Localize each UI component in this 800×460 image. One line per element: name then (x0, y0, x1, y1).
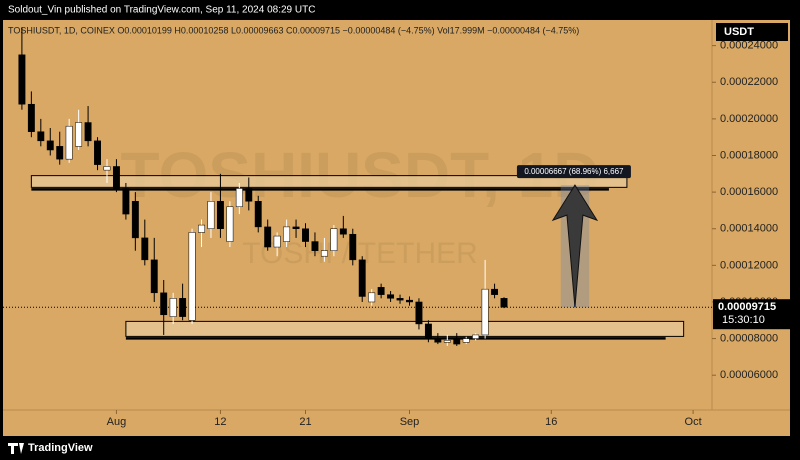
candle-body (179, 298, 187, 317)
candle-body (472, 334, 480, 339)
candle-body (150, 259, 158, 294)
candle-body (198, 224, 205, 233)
y-tick-label: 0.00016000 (720, 186, 778, 198)
y-tick-label: 0.00018000 (720, 149, 778, 161)
x-tick-label: 21 (299, 416, 311, 428)
price-tag-value: 0.00009715 (718, 301, 776, 313)
measure-label: 0.00006667 (68.96%) 6,667 (524, 167, 624, 176)
candle-body (358, 259, 366, 297)
candle-body (160, 292, 168, 316)
candle-body (188, 232, 196, 321)
currency-box (716, 23, 788, 41)
candle-body (424, 323, 432, 339)
candle-body (254, 201, 262, 228)
candle-body (302, 228, 309, 242)
brand-logo (8, 443, 24, 454)
candle-body (112, 166, 120, 189)
candle-body (207, 201, 215, 229)
candle-body (462, 338, 470, 343)
candle-body (387, 294, 395, 299)
brand: TradingView (28, 442, 93, 454)
candle-body (103, 166, 111, 171)
price-tag (713, 299, 790, 330)
candle-body (94, 140, 101, 165)
candle-body (283, 226, 291, 242)
candle-body (396, 298, 404, 301)
candle-body (84, 122, 92, 142)
candle-body (311, 241, 319, 251)
candle-body (434, 338, 442, 343)
candle-body (330, 228, 338, 251)
banner: Soldout_Vin published on TradingView.com… (8, 5, 315, 16)
zone (125, 320, 685, 337)
candle-body (37, 131, 45, 142)
candle-body (122, 188, 130, 215)
candle-body (292, 226, 300, 229)
currency-label: USDT (724, 26, 754, 38)
y-tick-label: 0.00022000 (720, 76, 778, 88)
chart-title: TOSHIUSDT, 1D, COINEX O0.00010199 H0.000… (8, 25, 579, 35)
candle-body (245, 188, 253, 202)
candle-body (453, 338, 461, 345)
candle-body (27, 103, 35, 132)
candle-body (75, 122, 83, 147)
candle-body (141, 237, 149, 261)
x-tick-label: Sep (400, 416, 420, 428)
candle-body (481, 288, 489, 336)
y-tick-label: 0.00014000 (720, 223, 778, 235)
y-tick-label: 0.00024000 (720, 40, 778, 52)
measure-label-box (516, 165, 631, 179)
candle-body (131, 201, 139, 239)
candle-body (264, 226, 272, 248)
x-tick-label: Aug (107, 416, 127, 428)
y-tick-label: 0.00008000 (720, 332, 778, 344)
candle-body (443, 340, 451, 343)
x-tick-label: 12 (214, 416, 226, 428)
candle-body (46, 140, 54, 151)
x-tick-label: Oct (685, 416, 702, 428)
candle-body (273, 235, 281, 248)
candle-body (18, 54, 26, 105)
zone (30, 175, 628, 188)
candle-body (65, 125, 73, 160)
y-tick-label: 0.00006000 (720, 369, 778, 381)
candle-body (368, 292, 376, 303)
candle-body (406, 299, 413, 303)
y-tick-label: 0.00020000 (720, 113, 778, 125)
candle-body (339, 228, 347, 235)
candle-body (349, 233, 357, 261)
candle-body (500, 298, 508, 308)
candle-body (377, 287, 385, 295)
candle-body (169, 298, 177, 317)
price-tag-countdown: 15:30:10 (722, 314, 765, 326)
candle-body (320, 250, 328, 257)
plot-background (3, 20, 790, 436)
y-tick-label: 0.00012000 (720, 259, 778, 271)
candle-body (226, 206, 234, 242)
measure-arrow (551, 184, 599, 308)
x-tick-label: 16 (545, 416, 557, 428)
candle-body (216, 201, 224, 229)
candle-body (56, 146, 64, 160)
candle-body (491, 288, 499, 295)
candle-body (415, 301, 423, 325)
candle-body (235, 188, 243, 208)
